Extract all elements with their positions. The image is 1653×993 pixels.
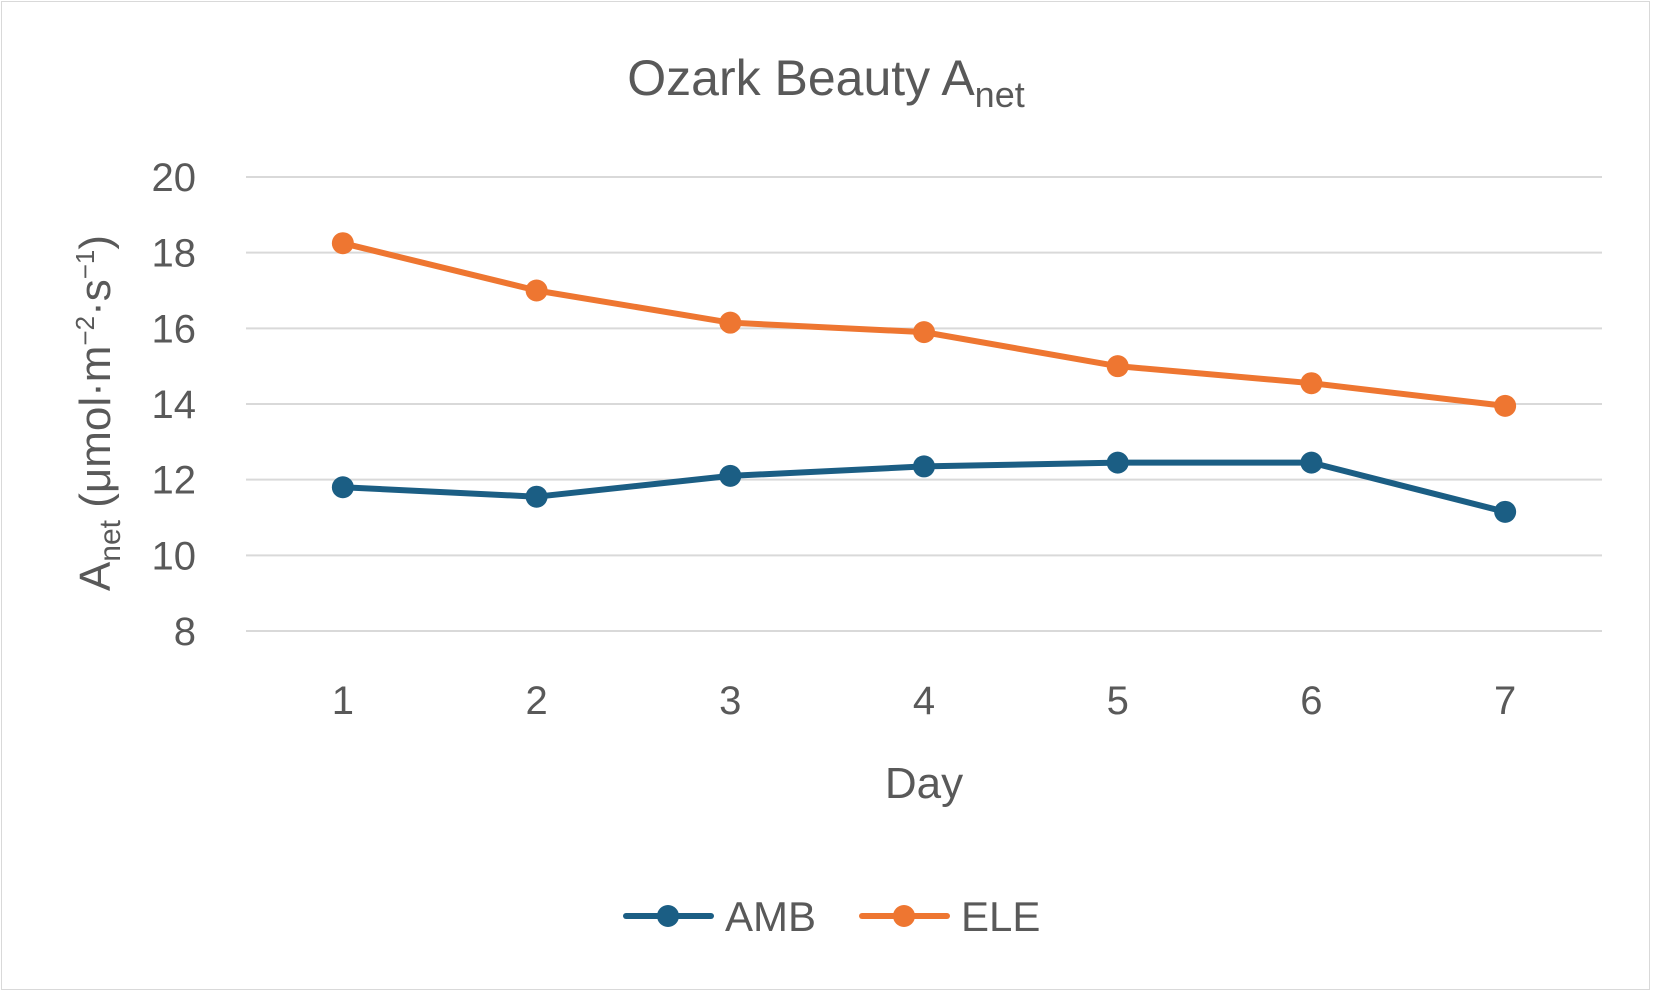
legend-label-amb: AMB [725, 893, 816, 940]
x-tick-label-5: 5 [1107, 679, 1129, 723]
legend-marker-amb [657, 905, 679, 927]
y-tick-label-18: 18 [152, 232, 197, 276]
data-point-ele-day-3 [719, 311, 742, 334]
data-point-amb-day-5 [1106, 451, 1129, 474]
y-label-unit-close: ) [71, 235, 120, 250]
x-tick-label-2: 2 [525, 679, 547, 723]
legend-label-ele: ELE [961, 893, 1040, 940]
data-point-ele-day-5 [1106, 355, 1129, 378]
chart-title-main: Ozark Beauty A [627, 50, 975, 106]
legend: AMB ELE [623, 893, 1040, 940]
series-points [331, 232, 1517, 523]
chart-title: Ozark Beauty Anet [627, 50, 1024, 115]
y-tick-label-12: 12 [152, 459, 197, 503]
y-label-sup-2: −1 [70, 250, 100, 280]
x-tick-label-1: 1 [332, 679, 354, 723]
x-tick-label-7: 7 [1494, 679, 1516, 723]
x-tick-label-4: 4 [913, 679, 935, 723]
data-point-amb-day-3 [719, 464, 742, 487]
y-tick-label-14: 14 [152, 383, 197, 427]
y-tick-label-8: 8 [174, 610, 196, 654]
data-point-ele-day-2 [525, 279, 548, 302]
data-point-amb-day-6 [1300, 451, 1323, 474]
x-tick-label-3: 3 [719, 679, 741, 723]
x-axis-ticks: 1 2 3 4 5 6 7 [332, 679, 1517, 723]
y-label-subscript: net [94, 519, 127, 561]
y-label-unit-mid: ·s [71, 279, 120, 316]
y-tick-label-10: 10 [152, 534, 197, 578]
data-point-amb-day-7 [1494, 500, 1517, 523]
y-axis-label: Anet (μmol·m−2·s−1) [70, 235, 127, 591]
legend-marker-ele [893, 905, 915, 927]
data-point-amb-day-4 [913, 455, 935, 478]
chart-title-subscript: net [975, 74, 1025, 115]
data-point-amb-day-2 [525, 485, 548, 508]
x-axis-label: Day [885, 759, 963, 808]
y-tick-label-16: 16 [152, 307, 197, 351]
y-axis-ticks: 8 10 12 14 16 18 20 [152, 156, 197, 654]
grid-lines [246, 176, 1602, 632]
y-label-base: A [71, 561, 120, 591]
y-label-sup-1: −2 [70, 316, 100, 346]
data-point-ele-day-7 [1494, 394, 1517, 417]
data-point-amb-day-1 [331, 476, 354, 499]
data-point-ele-day-6 [1300, 372, 1323, 395]
y-tick-label-20: 20 [152, 156, 197, 200]
data-point-ele-day-1 [331, 232, 354, 255]
y-label-unit-open: (μmol·m [71, 346, 120, 520]
data-point-ele-day-4 [913, 321, 935, 344]
x-tick-label-6: 6 [1300, 679, 1322, 723]
